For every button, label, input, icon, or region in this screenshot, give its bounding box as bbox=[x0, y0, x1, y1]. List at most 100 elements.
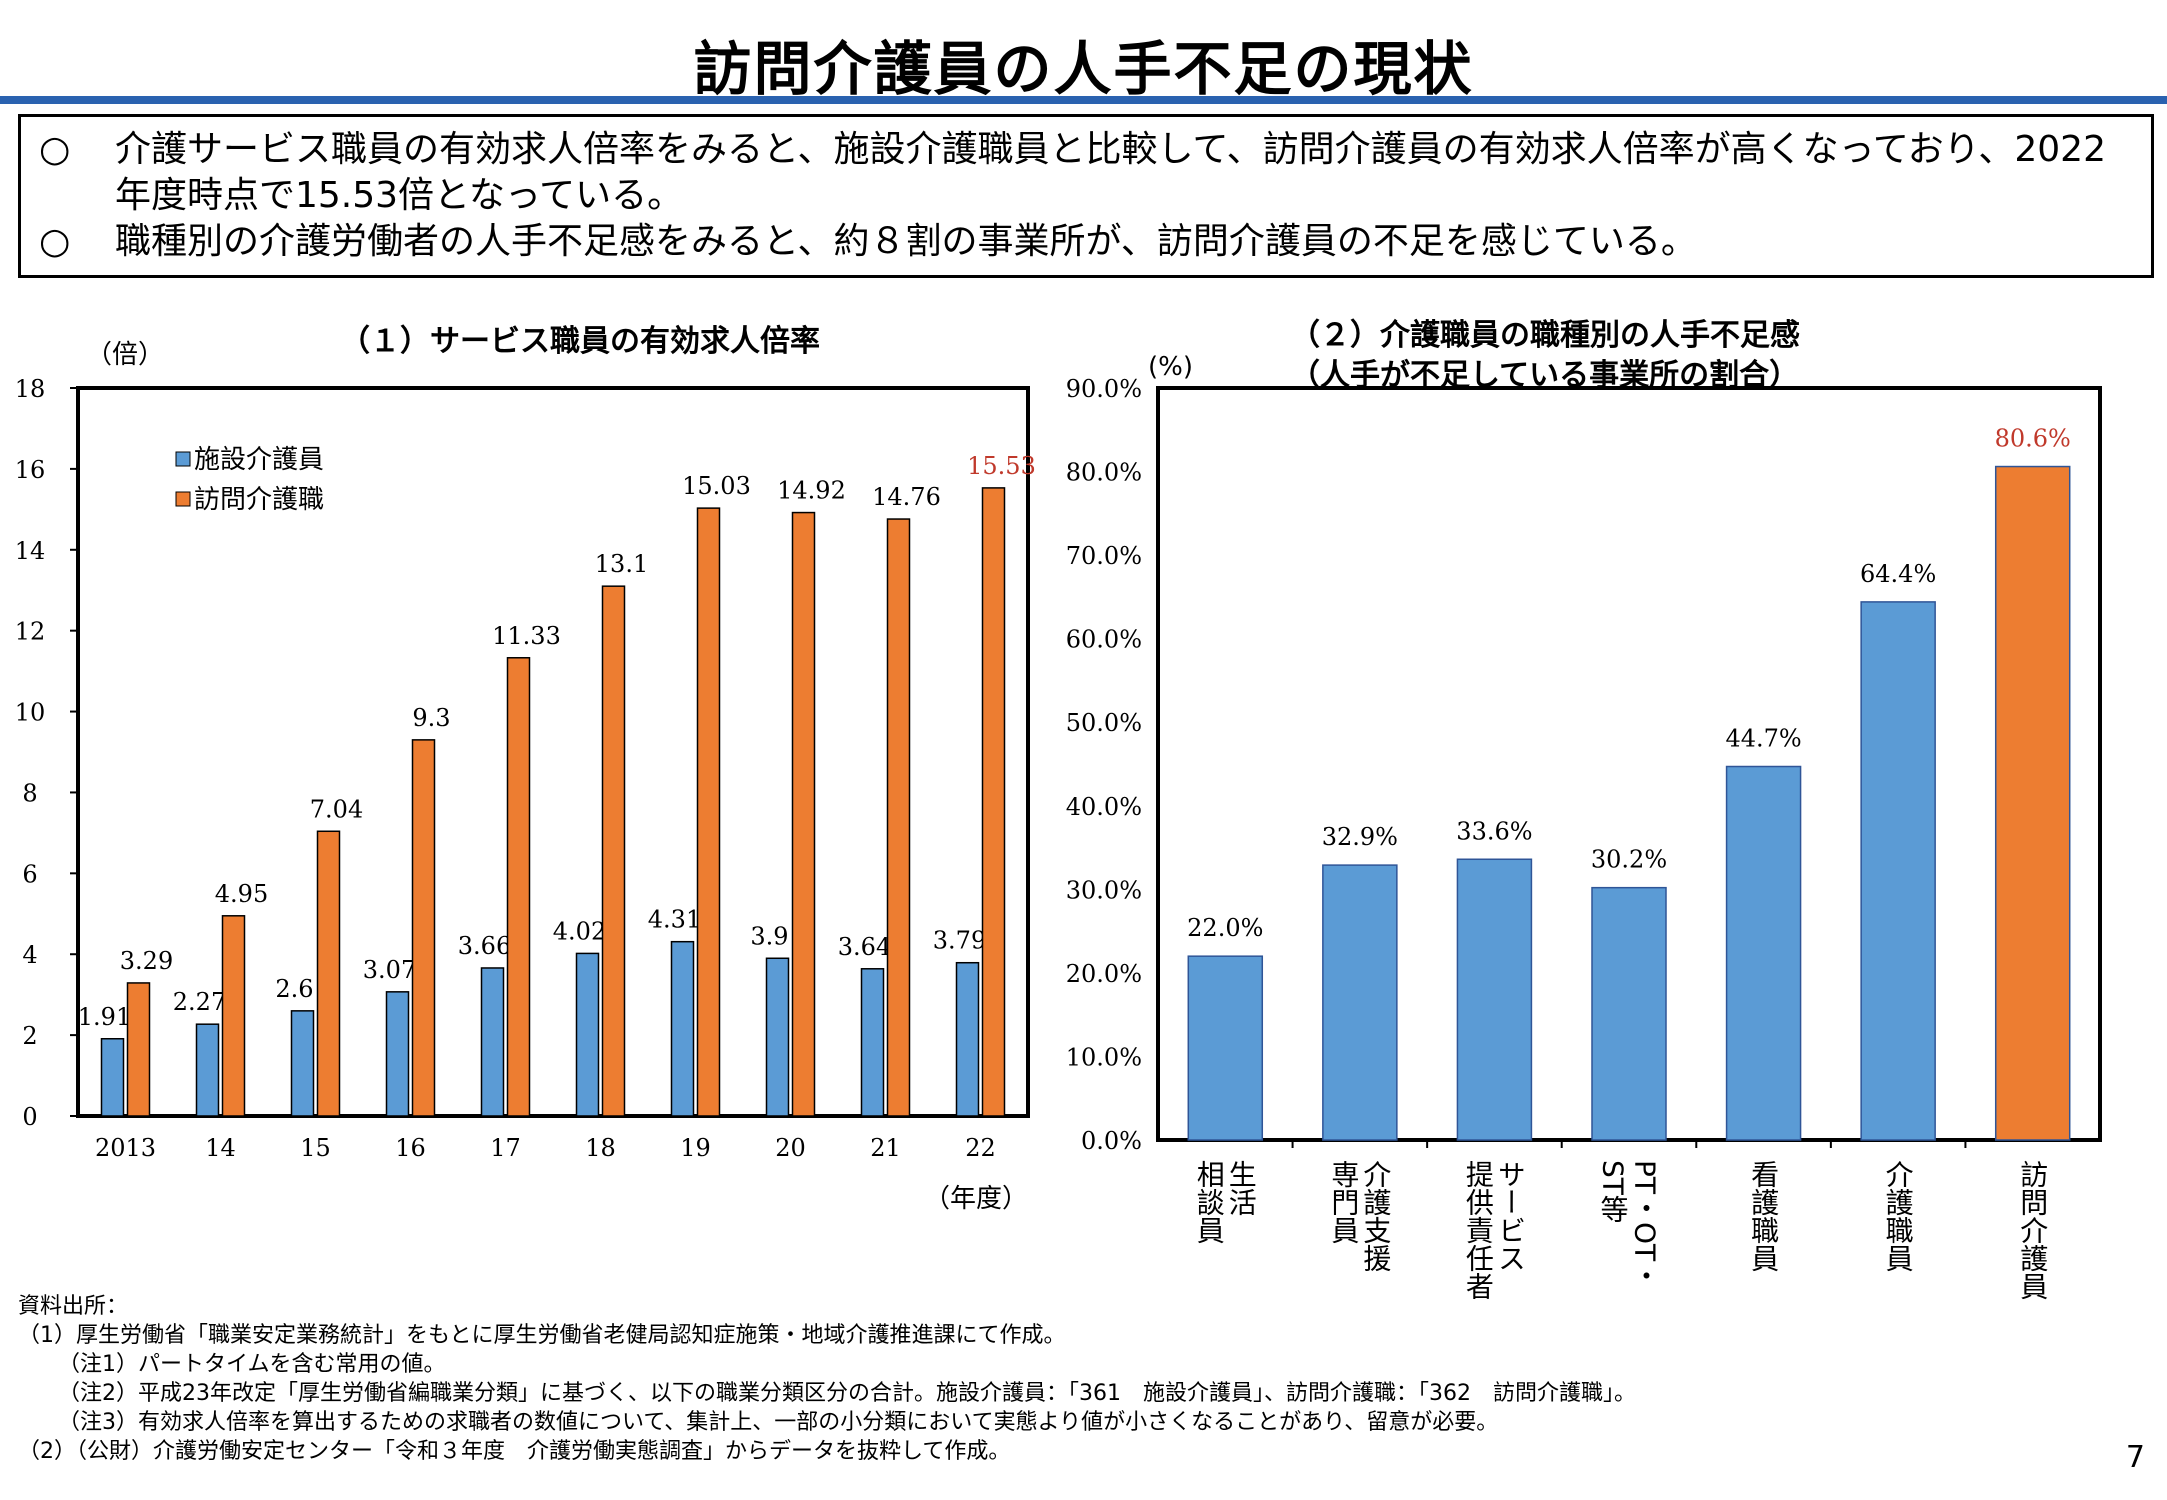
data-label: 4.31 bbox=[648, 906, 701, 934]
data-label: 3.64 bbox=[838, 933, 891, 961]
data-label: 64.4% bbox=[1860, 560, 1936, 588]
data-label: 7.04 bbox=[310, 795, 363, 823]
x-tick-label: 21 bbox=[870, 1134, 901, 1162]
x-tick-label: 17 bbox=[490, 1134, 521, 1162]
x-category-label: サービス bbox=[1494, 1160, 1527, 1272]
sources-heading: 資料出所： bbox=[18, 1294, 129, 1319]
bar-home-visit bbox=[126, 982, 151, 1117]
chart2-y-unit: (%) bbox=[1148, 352, 1193, 382]
data-label: 44.7% bbox=[1725, 725, 1801, 753]
y-tick-label: 12 bbox=[15, 618, 46, 646]
title-divider bbox=[0, 96, 2167, 104]
bar bbox=[1322, 864, 1398, 1141]
bullet-circle-icon: ○ bbox=[39, 129, 71, 170]
chart1-y-unit: （倍） bbox=[86, 340, 165, 370]
y-tick-label: 14 bbox=[15, 537, 46, 565]
data-label: 80.6% bbox=[1995, 425, 2071, 453]
chart2-svg: 0.0% 10.0% 20.0% 30.0% 40.0% 50.0% 60.0% 70.0% 8… bbox=[1066, 375, 2102, 1300]
bar-home-visit bbox=[221, 915, 246, 1117]
x-category-label: PT・OT・ bbox=[1629, 1160, 1662, 1289]
bar-home-visit bbox=[791, 511, 816, 1117]
x-category-label: 介護支援 bbox=[1359, 1160, 1392, 1272]
page-number: 7 bbox=[2125, 1440, 2145, 1475]
bar bbox=[1725, 765, 1802, 1141]
x-category-label: 相談員 bbox=[1193, 1160, 1226, 1244]
summary-text: 介護サービス職員の有効求人倍率をみると、施設介護職員と比較して、訪問介護員の有効… bbox=[115, 129, 2106, 216]
data-label: 32.9% bbox=[1322, 823, 1398, 851]
bar bbox=[1456, 858, 1533, 1141]
chart1-x-unit: （年度） bbox=[924, 1184, 1029, 1214]
bar-home-visit bbox=[316, 830, 341, 1117]
x-category-label: 提供責任者 bbox=[1462, 1160, 1495, 1300]
bar-home-visit bbox=[411, 739, 436, 1117]
x-category-label: 看護職員 bbox=[1747, 1160, 1780, 1272]
sources-note: 資料出所： （1）厚生労働省「職業安定業務統計」をもとに厚生労働省老健局認知症施… bbox=[18, 1292, 2138, 1466]
x-tick-label: 14 bbox=[205, 1134, 236, 1162]
data-label: 9.3 bbox=[412, 704, 450, 732]
y-tick-label: 80.0% bbox=[1066, 459, 1142, 487]
y-tick-label: 18 bbox=[15, 375, 46, 403]
page-title: 訪問介護員の人手不足の現状 bbox=[693, 35, 1474, 103]
bar-facility bbox=[385, 991, 410, 1117]
data-label: 30.2% bbox=[1591, 846, 1667, 874]
y-tick-label: 10.0% bbox=[1066, 1043, 1142, 1071]
bar-facility bbox=[290, 1010, 315, 1117]
y-tick-label: 50.0% bbox=[1066, 709, 1142, 737]
x-category-label: 介護職員 bbox=[1882, 1160, 1915, 1272]
y-tick-label: 16 bbox=[15, 456, 46, 484]
y-tick-label: 6 bbox=[22, 860, 37, 888]
bar-home-visit bbox=[981, 487, 1006, 1117]
y-tick-label: 40.0% bbox=[1066, 793, 1142, 821]
data-label: 15.53 bbox=[967, 452, 1036, 480]
y-tick-label: 10 bbox=[15, 699, 46, 727]
summary-item: ○ 介護サービス職員の有効求人倍率をみると、施設介護職員と比較して、訪問介護員の… bbox=[39, 127, 2133, 219]
y-tick-label: 70.0% bbox=[1066, 542, 1142, 570]
x-tick-label: 18 bbox=[585, 1134, 616, 1162]
summary-text: 職種別の介護労働者の人手不足感をみると、約８割の事業所が、訪問介護員の不足を感じ… bbox=[115, 221, 1697, 262]
data-label: 2.6 bbox=[275, 975, 313, 1003]
data-label: 3.79 bbox=[933, 927, 986, 955]
bullet-circle-icon: ○ bbox=[39, 221, 71, 262]
y-tick-label: 0.0% bbox=[1081, 1127, 1142, 1155]
bar-facility bbox=[100, 1038, 125, 1117]
x-tick-label: 22 bbox=[965, 1134, 996, 1162]
y-tick-label: 2 bbox=[22, 1022, 37, 1050]
y-tick-label: 4 bbox=[22, 941, 37, 969]
data-label: 3.9 bbox=[750, 922, 788, 950]
data-label: 13.1 bbox=[595, 550, 648, 578]
data-label: 33.6% bbox=[1456, 817, 1532, 845]
source-note: （注1）パートタイムを含む常用の値。 bbox=[58, 1352, 446, 1377]
bar bbox=[1187, 955, 1264, 1141]
source-line: （1）厚生労働省「職業安定業務統計」をもとに厚生労働省老健局認知症施策・地域介護… bbox=[18, 1323, 1066, 1348]
legend-label: 施設介護員 bbox=[194, 445, 324, 475]
chart2-title-line1: （２）介護職員の職種別の人手不足感 bbox=[1290, 318, 1800, 353]
x-tick-label: 19 bbox=[680, 1134, 711, 1162]
data-label: 3.07 bbox=[363, 956, 416, 984]
data-label: 1.91 bbox=[78, 1003, 131, 1031]
legend-swatch bbox=[175, 491, 191, 507]
legend-label: 訪問介護職 bbox=[194, 485, 324, 515]
bar bbox=[1994, 465, 2071, 1141]
data-label: 14.76 bbox=[872, 483, 941, 511]
bar-facility bbox=[860, 968, 885, 1117]
y-tick-label: 60.0% bbox=[1066, 626, 1142, 654]
bar-facility bbox=[480, 967, 505, 1117]
source-note: （注3）有効求人倍率を算出するための求職者の数値について、集計上、一部の小分類に… bbox=[58, 1410, 1499, 1435]
summary-box: ○ 介護サービス職員の有効求人倍率をみると、施設介護職員と比較して、訪問介護員の… bbox=[18, 114, 2154, 278]
bar bbox=[1860, 601, 1936, 1141]
y-tick-label: 90.0% bbox=[1066, 375, 1142, 403]
y-tick-label: 8 bbox=[22, 779, 37, 807]
legend-swatch bbox=[175, 451, 191, 467]
data-label: 14.92 bbox=[777, 477, 846, 505]
data-label: 15.03 bbox=[682, 472, 751, 500]
data-label: 11.33 bbox=[492, 622, 561, 650]
data-label: 2.27 bbox=[173, 988, 226, 1016]
y-tick-label: 20.0% bbox=[1066, 960, 1142, 988]
data-label: 3.66 bbox=[458, 932, 511, 960]
bar-home-visit bbox=[506, 657, 531, 1117]
summary-item: ○ 職種別の介護労働者の人手不足感をみると、約８割の事業所が、訪問介護員の不足を… bbox=[39, 219, 2133, 265]
data-label: 4.95 bbox=[215, 880, 268, 908]
chart1-title: （１）サービス職員の有効求人倍率 bbox=[340, 324, 820, 359]
x-tick-label: 15 bbox=[300, 1134, 331, 1162]
y-tick-label: 30.0% bbox=[1066, 876, 1142, 904]
